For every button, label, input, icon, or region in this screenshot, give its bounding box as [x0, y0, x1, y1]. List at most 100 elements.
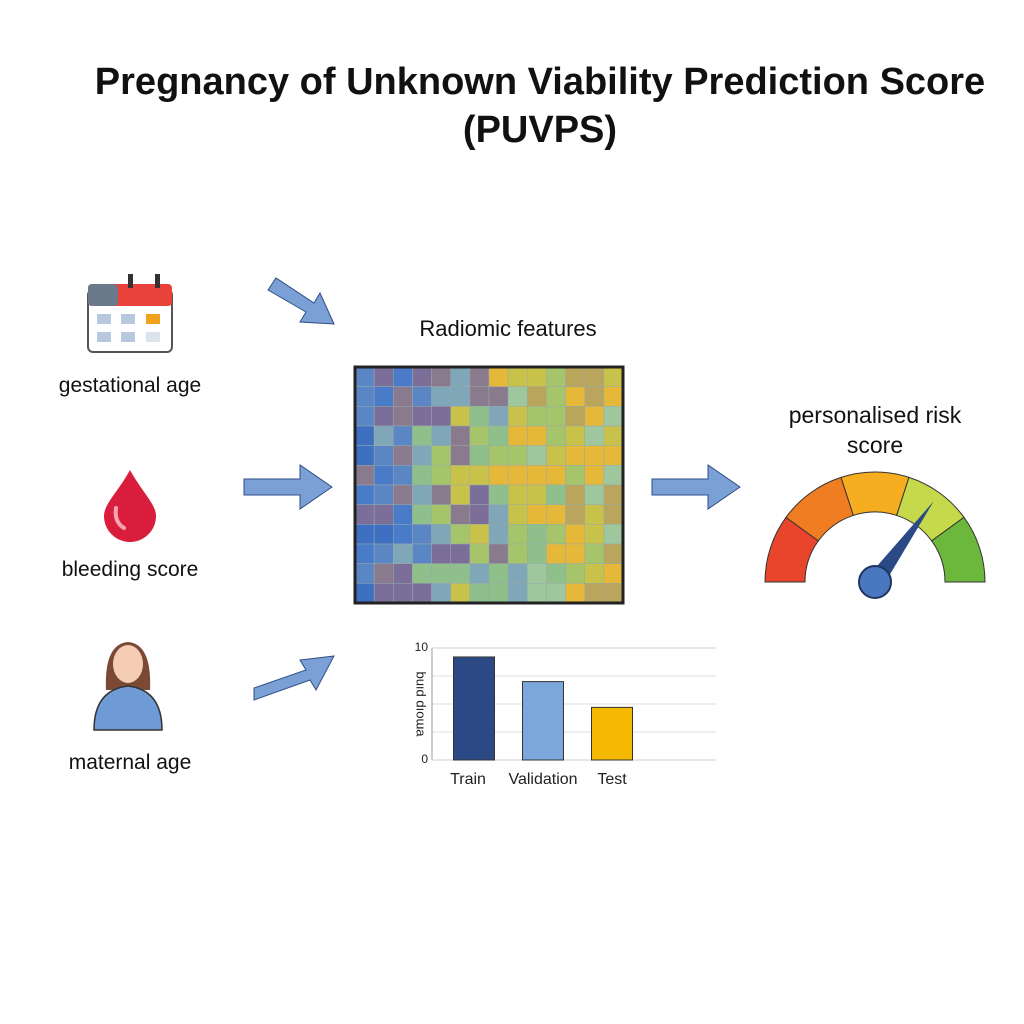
heatmap-frame: [353, 365, 625, 605]
heat-cell: [603, 583, 624, 604]
heat-cell: [488, 366, 509, 387]
heat-cell: [603, 504, 624, 525]
heat-cell: [546, 445, 566, 466]
heat-cell: [527, 504, 547, 525]
heat-cell: [412, 425, 432, 446]
heat-cell: [584, 386, 605, 407]
y-tick-label: 0: [421, 752, 428, 766]
heatmap: [354, 366, 624, 604]
heat-cell: [584, 543, 605, 564]
heat-cell: [546, 425, 566, 446]
arrow: [651, 464, 741, 510]
heat-cell: [354, 425, 375, 446]
arrow: [243, 464, 333, 510]
heat-cell: [431, 583, 451, 604]
arrow: [267, 277, 335, 325]
heat-cell: [488, 425, 509, 446]
heat-cell: [565, 425, 585, 446]
heat-cell: [469, 563, 490, 584]
heat-cell: [354, 445, 375, 466]
heat-cell: [450, 563, 471, 584]
heat-cell: [507, 406, 528, 427]
heat-cell: [488, 484, 509, 505]
heat-cell: [488, 406, 509, 427]
heat-cell: [373, 386, 394, 407]
heat-cell: [373, 504, 394, 525]
heat-cell: [507, 504, 528, 525]
heat-cell: [373, 425, 394, 446]
heat-cell: [469, 406, 490, 427]
heat-cell: [354, 543, 375, 564]
heat-cell: [431, 484, 451, 505]
heat-cell: [412, 366, 432, 387]
heat-cell: [431, 386, 451, 407]
heat-cell: [584, 406, 605, 427]
bar: [522, 681, 564, 761]
heat-cell: [431, 465, 451, 486]
heat-cell: [488, 445, 509, 466]
heat-cell: [603, 563, 624, 584]
heat-cell: [565, 386, 585, 407]
heat-cell: [393, 583, 413, 604]
heat-cell: [488, 386, 509, 407]
heat-cell: [527, 484, 547, 505]
heat-cell: [393, 524, 413, 545]
y-tick-label: 10: [415, 640, 429, 654]
heat-cell: [546, 543, 566, 564]
heat-cell: [412, 543, 432, 564]
heat-cell: [393, 406, 413, 427]
heat-cell: [603, 524, 624, 545]
heat-cell: [469, 425, 490, 446]
heat-cell: [546, 484, 566, 505]
heat-cell: [584, 484, 605, 505]
heat-cell: [469, 465, 490, 486]
heat-cell: [488, 563, 509, 584]
heat-cell: [603, 465, 624, 486]
heat-cell: [546, 504, 566, 525]
heat-cell: [507, 563, 528, 584]
heat-cell: [354, 465, 375, 486]
heat-cell: [488, 465, 509, 486]
heat-cell: [412, 563, 432, 584]
heat-cell: [584, 524, 605, 545]
heat-cell: [565, 524, 585, 545]
heat-cell: [393, 425, 413, 446]
heat-cell: [373, 524, 394, 545]
heat-cell: [469, 504, 490, 525]
heat-cell: [412, 484, 432, 505]
heat-cell: [507, 484, 528, 505]
heat-cell: [412, 524, 432, 545]
heat-cell: [603, 425, 624, 446]
heat-cell: [584, 445, 605, 466]
heat-cell: [354, 524, 375, 545]
heat-cell: [469, 445, 490, 466]
heat-cell: [469, 386, 490, 407]
gauge-segment: [930, 516, 986, 583]
heat-cell: [373, 583, 394, 604]
heat-cell: [450, 484, 471, 505]
heat-cell: [431, 543, 451, 564]
heat-cell: [507, 583, 528, 604]
heat-cell: [527, 465, 547, 486]
heat-cell: [603, 543, 624, 564]
heat-cell: [584, 366, 605, 387]
heat-cell: [450, 524, 471, 545]
heat-cell: [393, 504, 413, 525]
heat-cell: [507, 445, 528, 466]
heat-cell: [565, 484, 585, 505]
heat-cell: [546, 524, 566, 545]
heat-cell: [565, 445, 585, 466]
heat-cell: [603, 445, 624, 466]
heat-cell: [565, 366, 585, 387]
heat-cell: [546, 583, 566, 604]
heat-cell: [373, 445, 394, 466]
heat-cell: [412, 386, 432, 407]
input-label: maternal age: [68, 751, 192, 774]
heat-cell: [450, 425, 471, 446]
heat-cell: [412, 583, 432, 604]
heat-cell: [546, 366, 566, 387]
heat-cell: [584, 563, 605, 584]
y-axis-label: buıd dıoɯa: [414, 671, 429, 737]
heat-cell: [565, 504, 585, 525]
